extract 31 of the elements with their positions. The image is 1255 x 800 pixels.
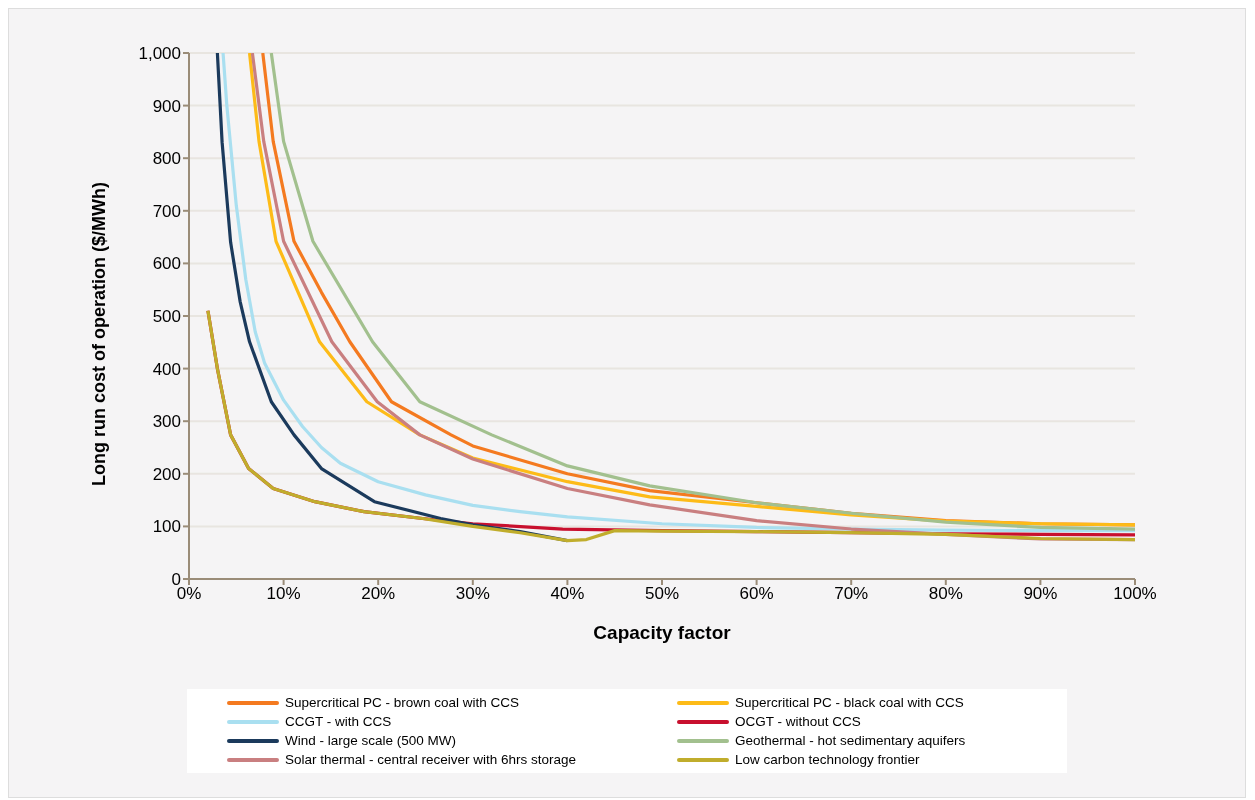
x-tick-label: 70% (834, 584, 869, 604)
x-tick-label: 10% (266, 584, 301, 604)
legend-label: Geothermal - hot sedimentary aquifers (735, 732, 966, 750)
x-tick-label: 60% (739, 584, 774, 604)
y-tick-label: 600 (152, 254, 181, 274)
legend-label: Solar thermal - central receiver with 6hrs storage (285, 751, 577, 769)
y-tick-label: 700 (152, 201, 181, 221)
x-axis-title: Capacity factor (593, 622, 732, 643)
x-tick-label: 100% (1113, 584, 1157, 604)
y-axis-title: Long run cost of operation ($/MWh) (89, 182, 110, 486)
legend-label: Supercritical PC - brown coal with CCS (285, 694, 520, 712)
y-tick-label: 300 (152, 412, 181, 432)
y-tick-label: 400 (152, 359, 181, 379)
legend-label: Supercritical PC - black coal with CCS (735, 694, 964, 712)
legend-label: Low carbon technology frontier (735, 751, 920, 769)
x-tick-label: 30% (455, 584, 490, 604)
x-tick-label: 0% (176, 584, 202, 604)
legend-label: Wind - large scale (500 MW) (285, 732, 457, 750)
x-tick-label: 90% (1023, 584, 1058, 604)
y-tick-label: 1,000 (138, 44, 181, 64)
legend-label: OCGT - without CCS (735, 713, 861, 731)
y-tick-label: 900 (152, 96, 181, 116)
y-tick-label: 800 (152, 149, 181, 169)
y-tick-label: 500 (152, 307, 181, 327)
x-tick-label: 80% (928, 584, 963, 604)
y-tick-label: 100 (152, 517, 181, 537)
y-tick-label: 200 (152, 464, 181, 484)
legend-label: CCGT - with CCS (285, 713, 392, 731)
x-tick-label: 40% (550, 584, 585, 604)
x-tick-label: 50% (644, 584, 680, 604)
x-tick-label: 20% (361, 584, 396, 604)
